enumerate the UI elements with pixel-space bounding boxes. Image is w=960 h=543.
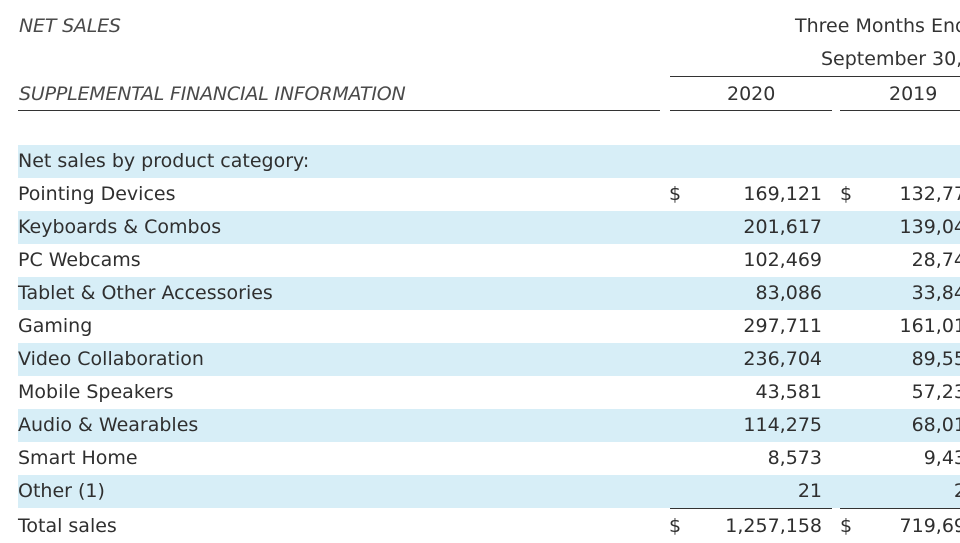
category-label: Pointing Devices xyxy=(18,183,176,205)
total-value-2019: 719,69 xyxy=(899,515,960,537)
category-label: Other (1) xyxy=(18,480,105,502)
currency-symbol-2019: $ xyxy=(840,515,853,537)
header-underline-2019 xyxy=(840,110,960,111)
value-2019: 89,55 xyxy=(911,348,960,370)
value-2020: 201,617 xyxy=(743,216,822,238)
period-heading-line2: September 30, xyxy=(821,48,960,70)
value-2019: 28,74 xyxy=(911,249,960,271)
value-2019: 9,43 xyxy=(923,447,960,469)
category-label: Gaming xyxy=(18,315,93,337)
currency-symbol-2020: $ xyxy=(669,183,682,205)
total-row: Total sales $ 1,257,158 $ 719,69 xyxy=(18,510,960,543)
table-row: Video Collaboration 236,704 89,55 xyxy=(18,343,960,376)
header-underline-label xyxy=(18,110,660,111)
category-label: Audio & Wearables xyxy=(18,414,199,436)
total-value-2020: 1,257,158 xyxy=(725,515,822,537)
table-row: PC Webcams 102,469 28,74 xyxy=(18,244,960,277)
value-2019: 2 xyxy=(953,480,960,502)
category-label: PC Webcams xyxy=(18,249,141,271)
value-2019: 139,04 xyxy=(899,216,960,238)
table-row: Audio & Wearables 114,275 68,01 xyxy=(18,409,960,442)
table-row: Pointing Devices $ 169,121 $ 132,77 xyxy=(18,178,960,211)
category-label: Mobile Speakers xyxy=(18,381,174,403)
value-2020: 83,086 xyxy=(755,282,822,304)
table-row: Tablet & Other Accessories 83,086 33,84 xyxy=(18,277,960,310)
category-label: Video Collaboration xyxy=(18,348,204,370)
value-2019: 57,23 xyxy=(911,381,960,403)
value-2019: 132,77 xyxy=(899,183,960,205)
value-2020: 102,469 xyxy=(743,249,822,271)
value-2020: 169,121 xyxy=(743,183,822,205)
value-2019: 161,01 xyxy=(899,315,960,337)
period-underline xyxy=(670,76,960,77)
table-row: Keyboards & Combos 201,617 139,04 xyxy=(18,211,960,244)
category-label: Keyboards & Combos xyxy=(18,216,222,238)
value-2020: 8,573 xyxy=(767,447,822,469)
currency-symbol-2019: $ xyxy=(840,183,853,205)
category-label: Smart Home xyxy=(18,447,138,469)
section-row: Net sales by product category: xyxy=(18,145,960,178)
table-row: Mobile Speakers 43,581 57,23 xyxy=(18,376,960,409)
period-heading-line1: Three Months End xyxy=(795,15,960,37)
column-header-2019: 2019 xyxy=(889,83,938,105)
table-row: Smart Home 8,573 9,43 xyxy=(18,442,960,475)
table-row: Other (1) 21 2 xyxy=(18,475,960,508)
currency-symbol-2020: $ xyxy=(669,515,682,537)
column-header-2020: 2020 xyxy=(727,83,776,105)
supplemental-info-title: SUPPLEMENTAL FINANCIAL INFORMATION xyxy=(19,83,406,105)
value-2020: 114,275 xyxy=(743,414,822,436)
section-title: Net sales by product category: xyxy=(18,150,310,172)
net-sales-title: NET SALES xyxy=(19,15,121,37)
category-label: Tablet & Other Accessories xyxy=(18,282,273,304)
value-2020: 297,711 xyxy=(743,315,822,337)
value-2020: 236,704 xyxy=(743,348,822,370)
value-2020: 43,581 xyxy=(755,381,822,403)
table-row: Gaming 297,711 161,01 xyxy=(18,310,960,343)
total-underline-2019 xyxy=(840,508,960,509)
header-underline-2020 xyxy=(670,110,832,111)
value-2020: 21 xyxy=(797,480,822,502)
value-2019: 33,84 xyxy=(911,282,960,304)
total-underline-2020 xyxy=(670,508,832,509)
total-label: Total sales xyxy=(18,515,117,537)
value-2019: 68,01 xyxy=(911,414,960,436)
